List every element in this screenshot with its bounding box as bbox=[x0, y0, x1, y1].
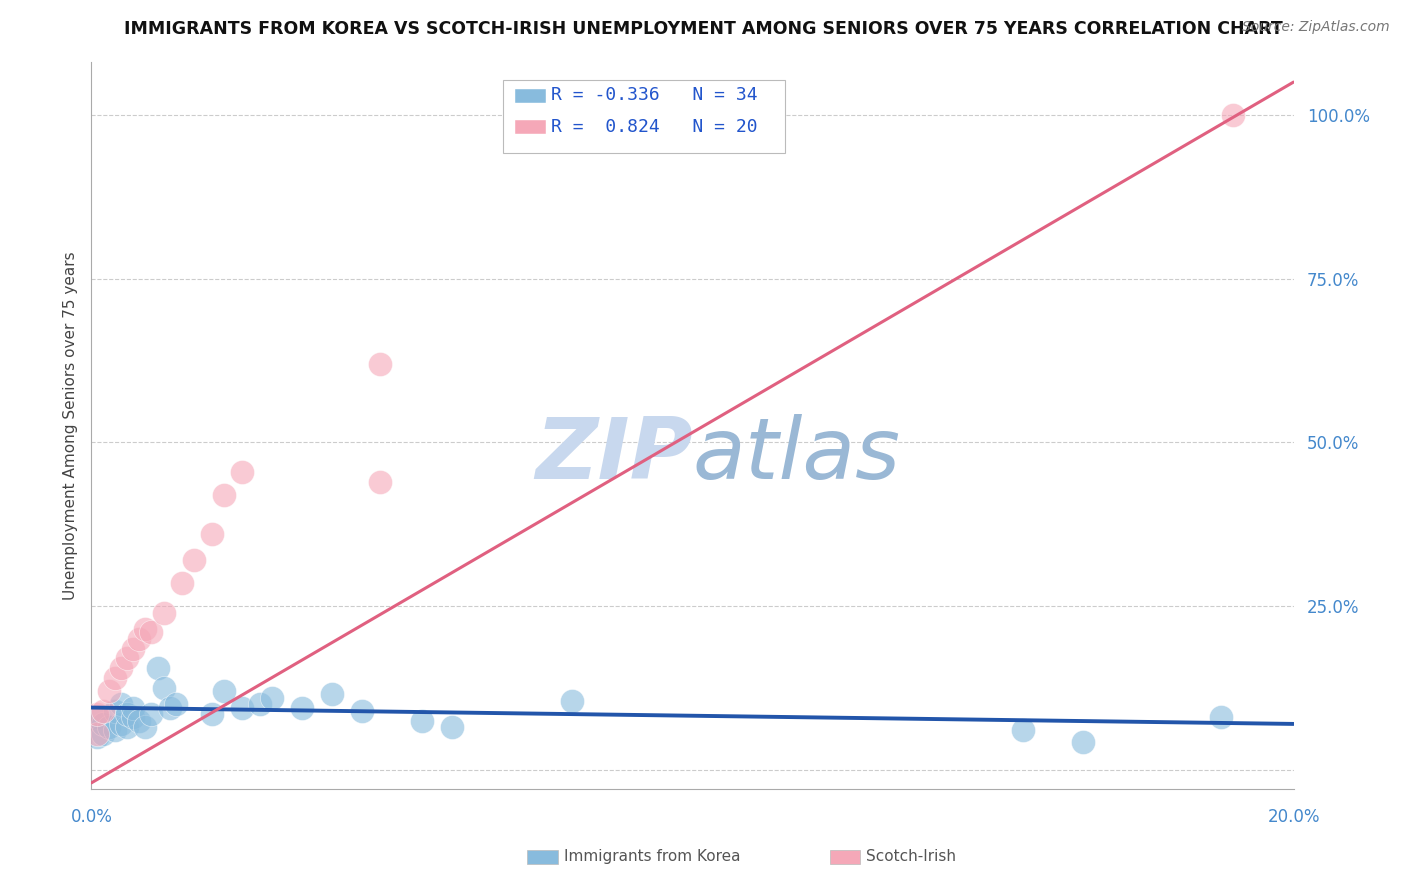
Text: 0.0%: 0.0% bbox=[70, 808, 112, 826]
Text: atlas: atlas bbox=[692, 414, 900, 497]
Text: 20.0%: 20.0% bbox=[1267, 808, 1320, 826]
Point bbox=[128, 714, 150, 728]
Point bbox=[165, 698, 187, 712]
Point bbox=[201, 527, 224, 541]
Point bbox=[98, 684, 121, 698]
Point bbox=[159, 700, 181, 714]
Point bbox=[122, 700, 145, 714]
Point bbox=[93, 704, 115, 718]
Point bbox=[110, 698, 132, 712]
Text: ZIP: ZIP bbox=[534, 414, 692, 497]
Point bbox=[93, 727, 115, 741]
Point bbox=[411, 714, 433, 728]
Point bbox=[86, 707, 108, 722]
Point bbox=[104, 704, 127, 718]
Text: R = -0.336   N = 34: R = -0.336 N = 34 bbox=[551, 87, 758, 104]
Point bbox=[249, 698, 271, 712]
Point bbox=[1211, 710, 1233, 724]
Point bbox=[440, 720, 463, 734]
Point bbox=[1012, 723, 1035, 738]
Point bbox=[86, 710, 108, 724]
Point bbox=[122, 641, 145, 656]
Point bbox=[212, 488, 235, 502]
Point bbox=[122, 710, 145, 724]
Point bbox=[134, 622, 156, 636]
Point bbox=[368, 475, 391, 489]
Point bbox=[321, 688, 343, 702]
Point bbox=[110, 661, 132, 675]
Point bbox=[146, 661, 169, 675]
Point bbox=[128, 632, 150, 646]
Point bbox=[152, 606, 174, 620]
Point bbox=[104, 723, 127, 738]
Point bbox=[86, 730, 108, 744]
Point bbox=[117, 720, 139, 734]
Point bbox=[93, 717, 115, 731]
Point bbox=[98, 720, 121, 734]
Point bbox=[260, 690, 283, 705]
Text: IMMIGRANTS FROM KOREA VS SCOTCH-IRISH UNEMPLOYMENT AMONG SENIORS OVER 75 YEARS C: IMMIGRANTS FROM KOREA VS SCOTCH-IRISH UN… bbox=[124, 20, 1282, 37]
Point bbox=[141, 707, 163, 722]
Text: Scotch-Irish: Scotch-Irish bbox=[866, 849, 956, 863]
Point bbox=[368, 357, 391, 371]
Point bbox=[561, 694, 583, 708]
Point bbox=[201, 707, 224, 722]
Point bbox=[350, 704, 373, 718]
Point bbox=[231, 700, 253, 714]
Point bbox=[170, 576, 193, 591]
Text: Source: ZipAtlas.com: Source: ZipAtlas.com bbox=[1241, 20, 1389, 34]
Point bbox=[231, 465, 253, 479]
Point bbox=[104, 671, 127, 685]
Point bbox=[291, 700, 314, 714]
Point bbox=[86, 727, 108, 741]
Point bbox=[110, 717, 132, 731]
Point bbox=[134, 720, 156, 734]
Point bbox=[117, 707, 139, 722]
Point bbox=[117, 651, 139, 665]
Point bbox=[152, 681, 174, 695]
Y-axis label: Unemployment Among Seniors over 75 years: Unemployment Among Seniors over 75 years bbox=[62, 252, 77, 600]
Point bbox=[1071, 735, 1094, 749]
Point bbox=[183, 553, 205, 567]
Point bbox=[1222, 108, 1244, 122]
Text: R =  0.824   N = 20: R = 0.824 N = 20 bbox=[551, 118, 758, 136]
Point bbox=[212, 684, 235, 698]
Point bbox=[141, 625, 163, 640]
Text: Immigrants from Korea: Immigrants from Korea bbox=[564, 849, 741, 863]
